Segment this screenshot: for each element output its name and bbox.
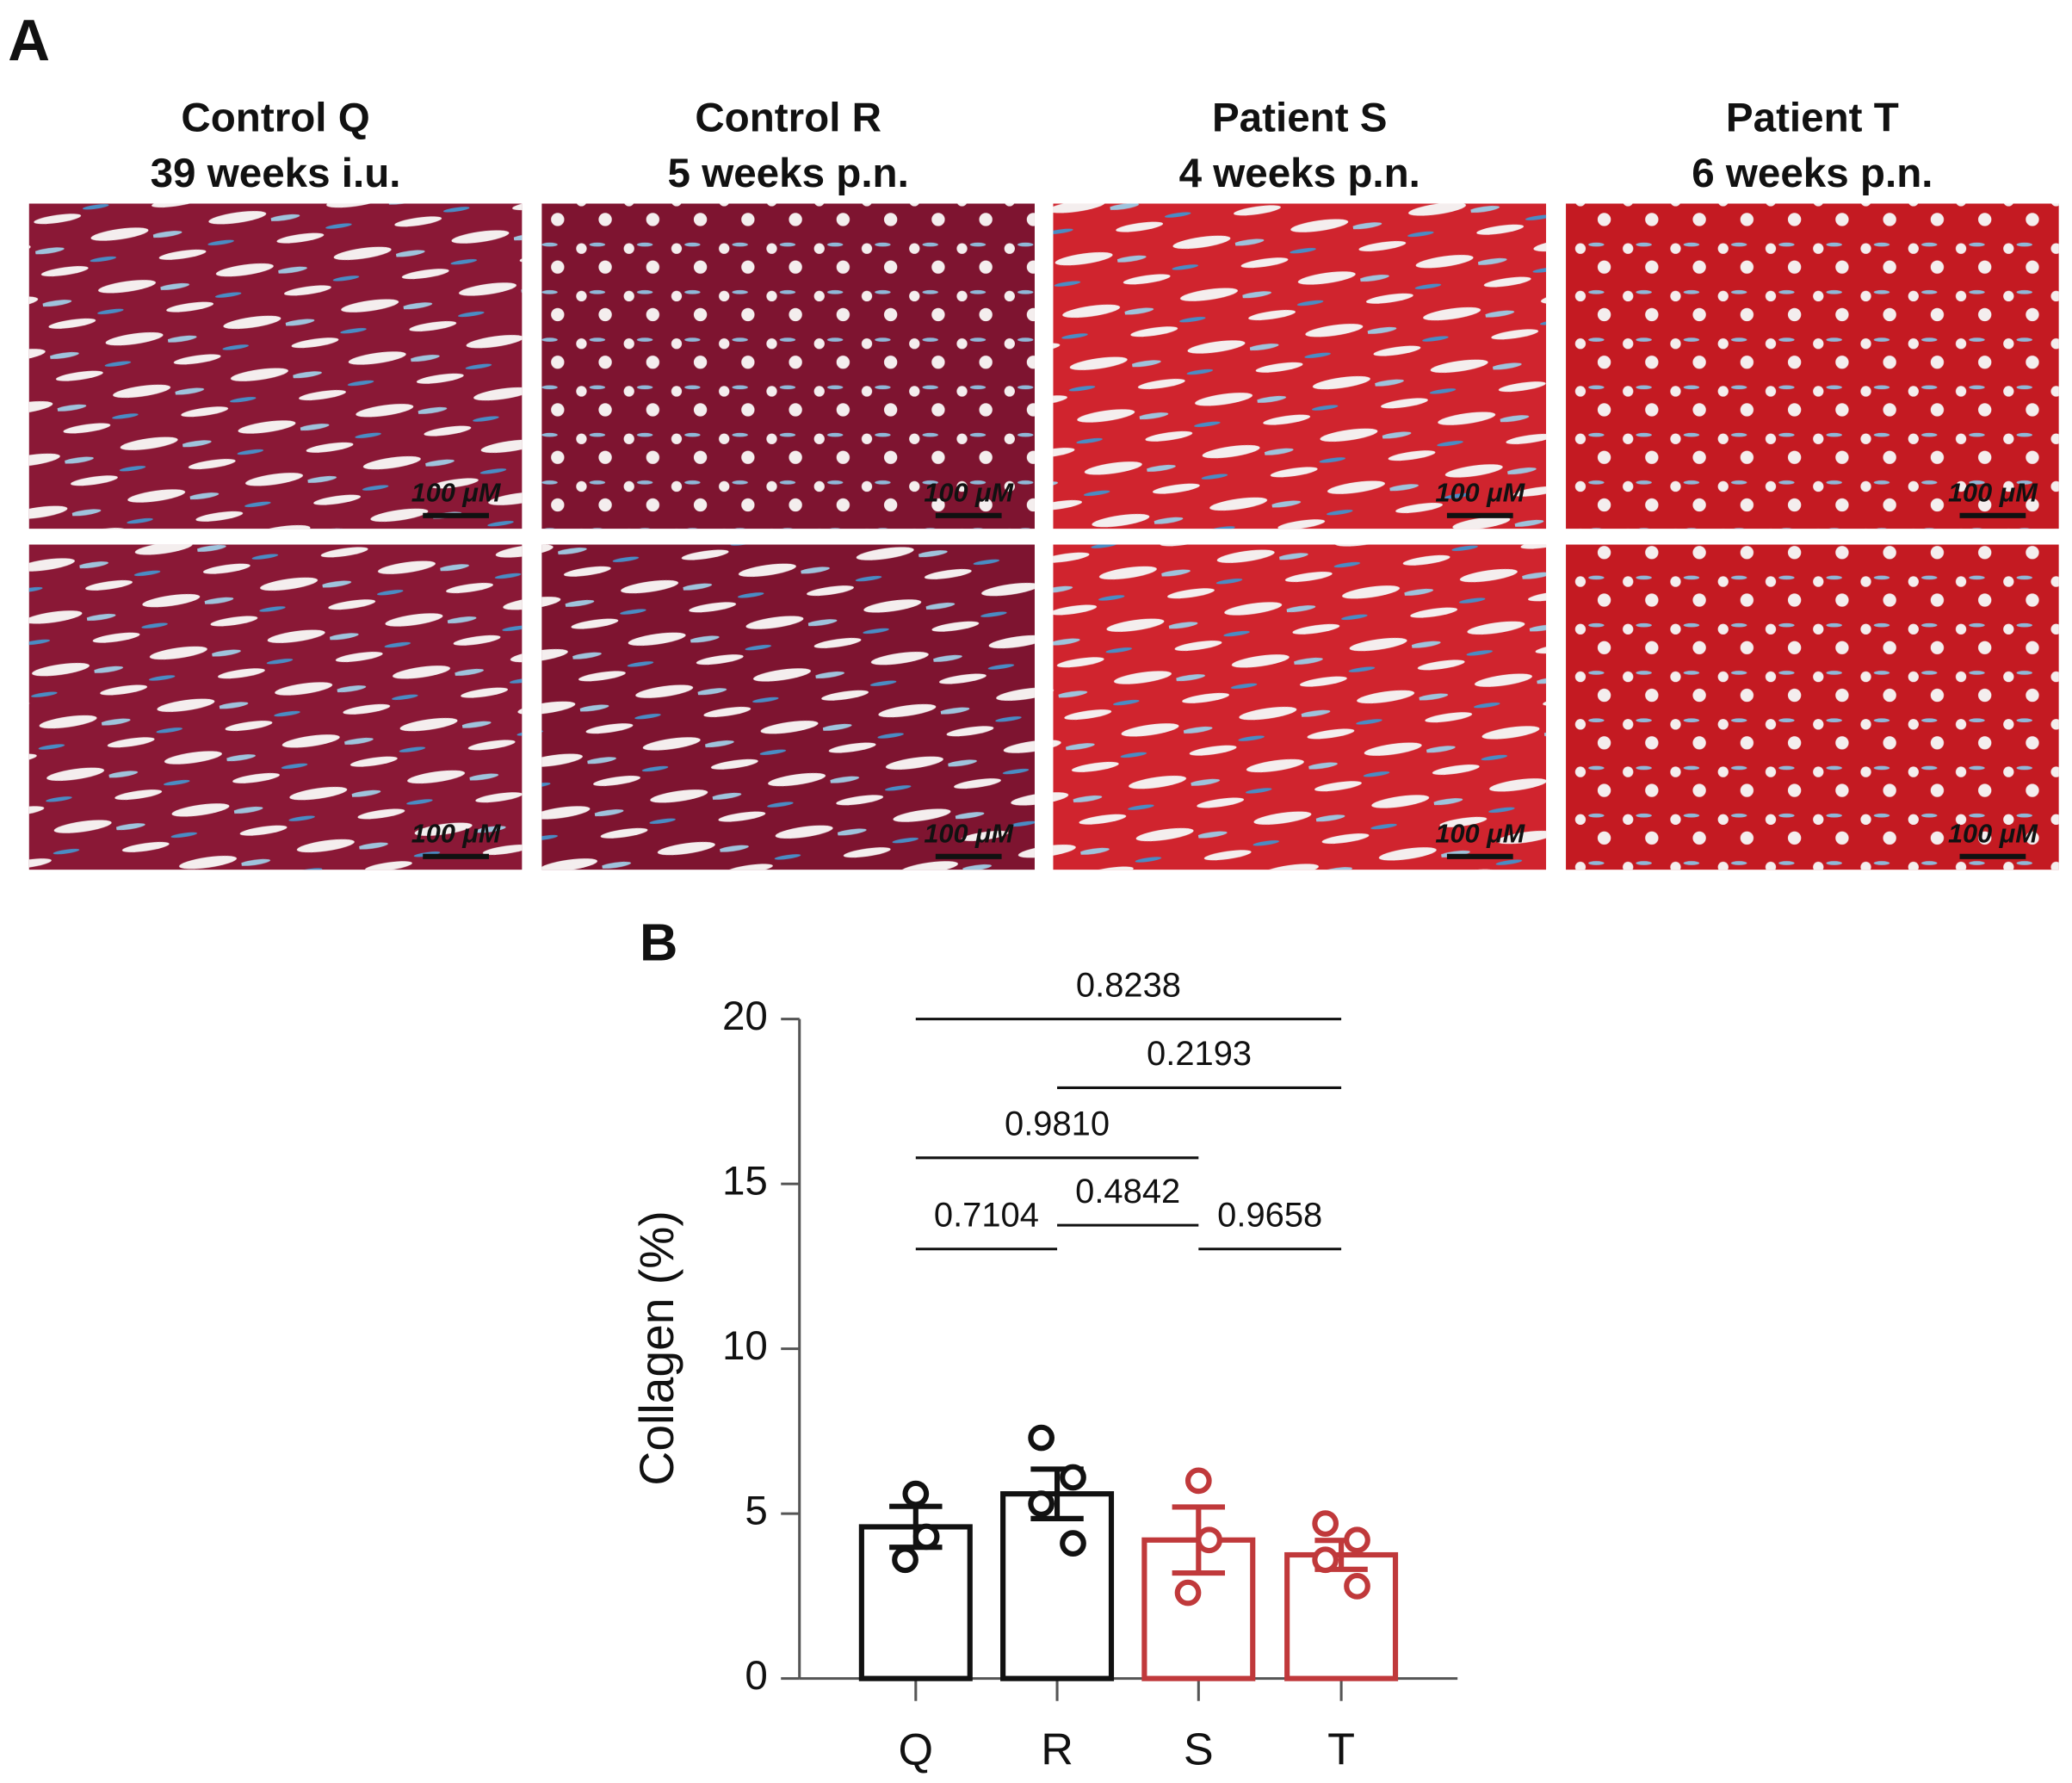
data-point [1060,1530,1086,1557]
image-texture [1053,203,1547,529]
micrograph: 100 μM [1053,544,1547,870]
scale-bar-label: 100 μM [1948,477,2038,507]
scale-bar-label: 100 μM [924,477,1014,507]
data-point [1184,1467,1212,1495]
column-title: Patient S [1212,95,1388,140]
p-value: 0.2193 [1147,1035,1252,1073]
y-tick-label: 0 [745,1653,767,1699]
scale-bar-label: 100 μM [924,818,1014,848]
y-tick-label: 20 [722,994,768,1039]
x-tick-label: Q [899,1724,934,1774]
micrograph: 100 μM [541,544,1035,870]
image-texture [541,544,1035,870]
micrograph: 100 μM [28,544,523,870]
micrograph: 100 μM [1566,203,2059,529]
micrograph: 100 μM [28,203,523,529]
image-texture [28,203,523,529]
image-texture [1053,544,1547,870]
data-point [1312,1546,1339,1574]
scale-bar-label: 100 μM [411,818,502,848]
column-subtitle: 4 weeks p.n. [1179,151,1420,196]
data-point [1344,1526,1370,1554]
p-value: 0.7104 [934,1196,1039,1234]
scale-bar-label: 100 μM [1435,818,1525,848]
p-value: 0.4842 [1075,1173,1180,1210]
data-point [1344,1573,1370,1600]
image-texture [541,203,1035,529]
data-point [1028,1490,1055,1517]
bar [1284,1551,1399,1681]
bar [1000,1491,1115,1681]
data-point [1060,1464,1086,1491]
scale-bar-label: 100 μM [1948,818,2038,848]
y-tick-label: 10 [722,1323,768,1369]
micrograph: 100 μM [1053,203,1547,529]
column-subtitle: 5 weeks p.n. [668,151,909,196]
scale-bar-label: 100 μM [411,477,502,507]
image-texture [1566,544,2059,870]
column-subtitle: 6 weeks p.n. [1692,151,1933,196]
scale-bar-label: 100 μM [1435,477,1525,507]
panel-label: B [640,913,677,972]
y-tick-label: 15 [722,1159,768,1204]
x-tick-label: T [1327,1724,1355,1774]
column-title: Control R [695,95,881,140]
micrograph: 100 μM [541,203,1035,529]
column-title: Control Q [181,95,369,140]
image-texture [1566,203,2059,529]
y-tick-label: 5 [745,1489,767,1534]
data-point [902,1480,930,1508]
column-title: Patient T [1726,95,1899,140]
data-point [1174,1579,1202,1607]
data-point [1196,1526,1222,1554]
micrograph: 100 μM [1566,544,2059,870]
p-value: 0.9658 [1217,1196,1322,1234]
p-value: 0.8238 [1076,966,1181,1004]
x-tick-label: R [1041,1724,1073,1774]
image-texture [28,544,523,870]
data-point [1312,1510,1339,1537]
data-point [912,1523,940,1551]
y-axis-label: Collagen (%) [630,1210,683,1485]
p-value: 0.9810 [1005,1105,1110,1143]
x-tick-label: S [1184,1724,1214,1774]
column-subtitle: 39 weeks i.u. [151,151,401,196]
data-point [892,1546,918,1574]
data-point [1028,1424,1055,1452]
panel-label: A [8,9,50,73]
